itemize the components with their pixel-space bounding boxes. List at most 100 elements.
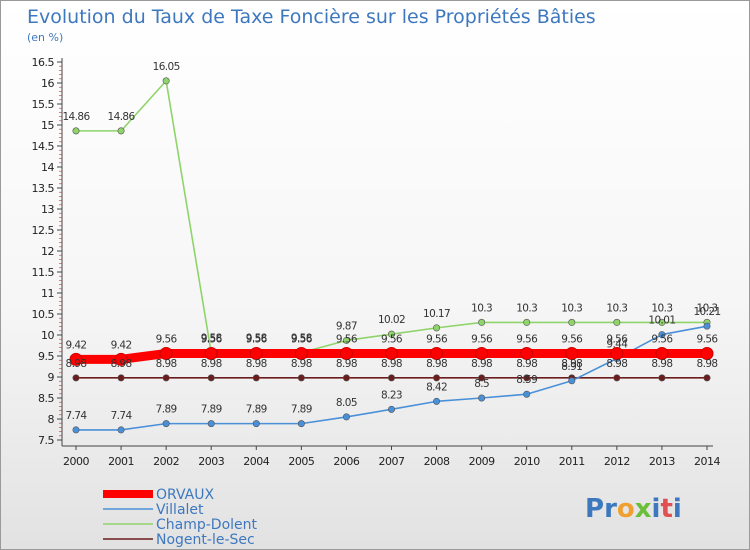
- data-label-villalet: 7.74: [111, 410, 133, 422]
- data-label-champ-dolent: 9.58: [201, 333, 222, 345]
- data-label-nogent-le-sec: 8.98: [651, 358, 672, 370]
- data-label-villalet: 7.89: [156, 404, 177, 416]
- logo-letter: P: [585, 494, 604, 524]
- data-label-nogent-le-sec: 8.98: [336, 358, 357, 370]
- y-tick-label: 10.5: [32, 308, 55, 321]
- point-orvaux: [520, 346, 534, 360]
- legend-label-nogent-le-sec: Nogent-le-Sec: [156, 532, 255, 548]
- data-label-orvaux: 9.42: [111, 339, 132, 351]
- axes: 7.588.599.51010.51111.51212.51313.51414.…: [32, 56, 721, 468]
- point-champ-dolent: [658, 318, 666, 326]
- point-nogent-le-sec: [613, 374, 621, 382]
- point-villalet: [658, 331, 666, 339]
- x-tick-label: 2008: [424, 455, 450, 468]
- point-champ-dolent: [342, 336, 350, 344]
- y-tick-label: 13: [41, 203, 54, 216]
- point-orvaux: [700, 346, 714, 360]
- point-villalet: [117, 426, 125, 434]
- data-label-nogent-le-sec: 8.98: [516, 358, 537, 370]
- point-nogent-le-sec: [72, 374, 80, 382]
- point-champ-dolent: [523, 318, 531, 326]
- data-label-villalet: 9.44: [606, 339, 628, 351]
- point-champ-dolent: [478, 318, 486, 326]
- logo-letter: i: [673, 494, 682, 524]
- logo-letter: x: [635, 494, 652, 524]
- x-tick-label: 2001: [108, 455, 134, 468]
- data-label-nogent-le-sec: 8.98: [246, 358, 267, 370]
- data-label-villalet: 7.89: [201, 404, 222, 416]
- data-label-orvaux: 9.56: [606, 333, 628, 345]
- logo-letter: o: [617, 494, 635, 524]
- point-orvaux: [610, 346, 624, 360]
- data-label-champ-dolent: 10.3: [651, 302, 672, 314]
- point-villalet: [703, 322, 711, 330]
- point-villalet: [433, 397, 441, 405]
- x-tick-label: 2010: [514, 455, 540, 468]
- data-label-villalet: 10.21: [693, 306, 720, 318]
- point-champ-dolent: [433, 324, 441, 332]
- point-champ-dolent: [613, 318, 621, 326]
- data-label-champ-dolent: 10.17: [423, 308, 450, 320]
- point-villalet: [568, 377, 576, 385]
- data-label-orvaux: 9.56: [246, 333, 268, 345]
- data-label-champ-dolent: 9.87: [336, 320, 357, 332]
- chart-title: Evolution du Taux de Taxe Foncière sur l…: [27, 6, 596, 28]
- y-tick-label: 8: [48, 413, 55, 426]
- legend-label-villalet: Villalet: [156, 502, 204, 518]
- data-label-villalet: 8.59: [516, 374, 537, 386]
- point-villalet: [162, 420, 170, 428]
- data-label-orvaux: 9.56: [426, 333, 448, 345]
- x-tick-label: 2012: [604, 455, 630, 468]
- y-tick-label: 14.5: [32, 140, 55, 153]
- x-tick-label: 2006: [333, 455, 359, 468]
- y-tick-label: 15: [41, 119, 54, 132]
- x-tick-label: 2005: [288, 455, 314, 468]
- y-tick-label: 7.5: [38, 434, 54, 447]
- data-label-nogent-le-sec: 8.98: [697, 358, 718, 370]
- data-label-villalet: 8.5: [474, 378, 489, 390]
- point-villalet: [523, 390, 531, 398]
- x-tick-label: 2003: [198, 455, 224, 468]
- data-label-nogent-le-sec: 8.98: [201, 358, 222, 370]
- logo-letter: t: [660, 494, 672, 524]
- logo-letter: r: [604, 494, 617, 524]
- y-tick-label: 11: [41, 287, 54, 300]
- legend-label-orvaux: ORVAUX: [156, 487, 214, 503]
- y-tick-label: 15.5: [32, 98, 55, 111]
- y-tick-label: 16: [41, 77, 54, 90]
- data-label-nogent-le-sec: 8.98: [111, 358, 132, 370]
- point-orvaux: [475, 346, 489, 360]
- point-champ-dolent: [72, 127, 80, 135]
- y-tick-label: 12: [41, 245, 54, 258]
- point-champ-dolent: [387, 330, 395, 338]
- point-villalet: [342, 413, 350, 421]
- logo-text: Proxiti: [585, 494, 682, 524]
- data-label-champ-dolent: 14.86: [62, 111, 90, 123]
- data-label-villalet: 8.23: [381, 389, 402, 401]
- point-orvaux: [339, 346, 353, 360]
- data-label-champ-dolent: 9.58: [291, 333, 312, 345]
- point-orvaux: [430, 346, 444, 360]
- data-label-villalet: 7.89: [291, 404, 312, 416]
- y-tick-label: 11.5: [32, 266, 55, 279]
- data-label-champ-dolent: 10.3: [516, 302, 537, 314]
- x-tick-label: 2014: [694, 455, 720, 468]
- data-label-orvaux: 9.56: [697, 333, 719, 345]
- data-label-nogent-le-sec: 8.98: [471, 358, 492, 370]
- point-orvaux: [565, 346, 579, 360]
- point-nogent-le-sec: [207, 374, 215, 382]
- data-label-orvaux: 9.56: [336, 333, 358, 345]
- data-label-nogent-le-sec: 8.98: [291, 358, 312, 370]
- data-label-villalet: 10.01: [648, 315, 675, 327]
- data-label-nogent-le-sec: 8.98: [66, 358, 87, 370]
- data-label-orvaux: 9.56: [156, 333, 178, 345]
- chart-subtitle: (en %): [27, 31, 63, 44]
- point-nogent-le-sec: [297, 374, 305, 382]
- proxiti-logo: Proxiti: [585, 494, 682, 524]
- data-label-nogent-le-sec: 8.98: [156, 358, 177, 370]
- x-tick-label: 2000: [63, 455, 89, 468]
- point-nogent-le-sec: [162, 374, 170, 382]
- point-villalet: [207, 420, 215, 428]
